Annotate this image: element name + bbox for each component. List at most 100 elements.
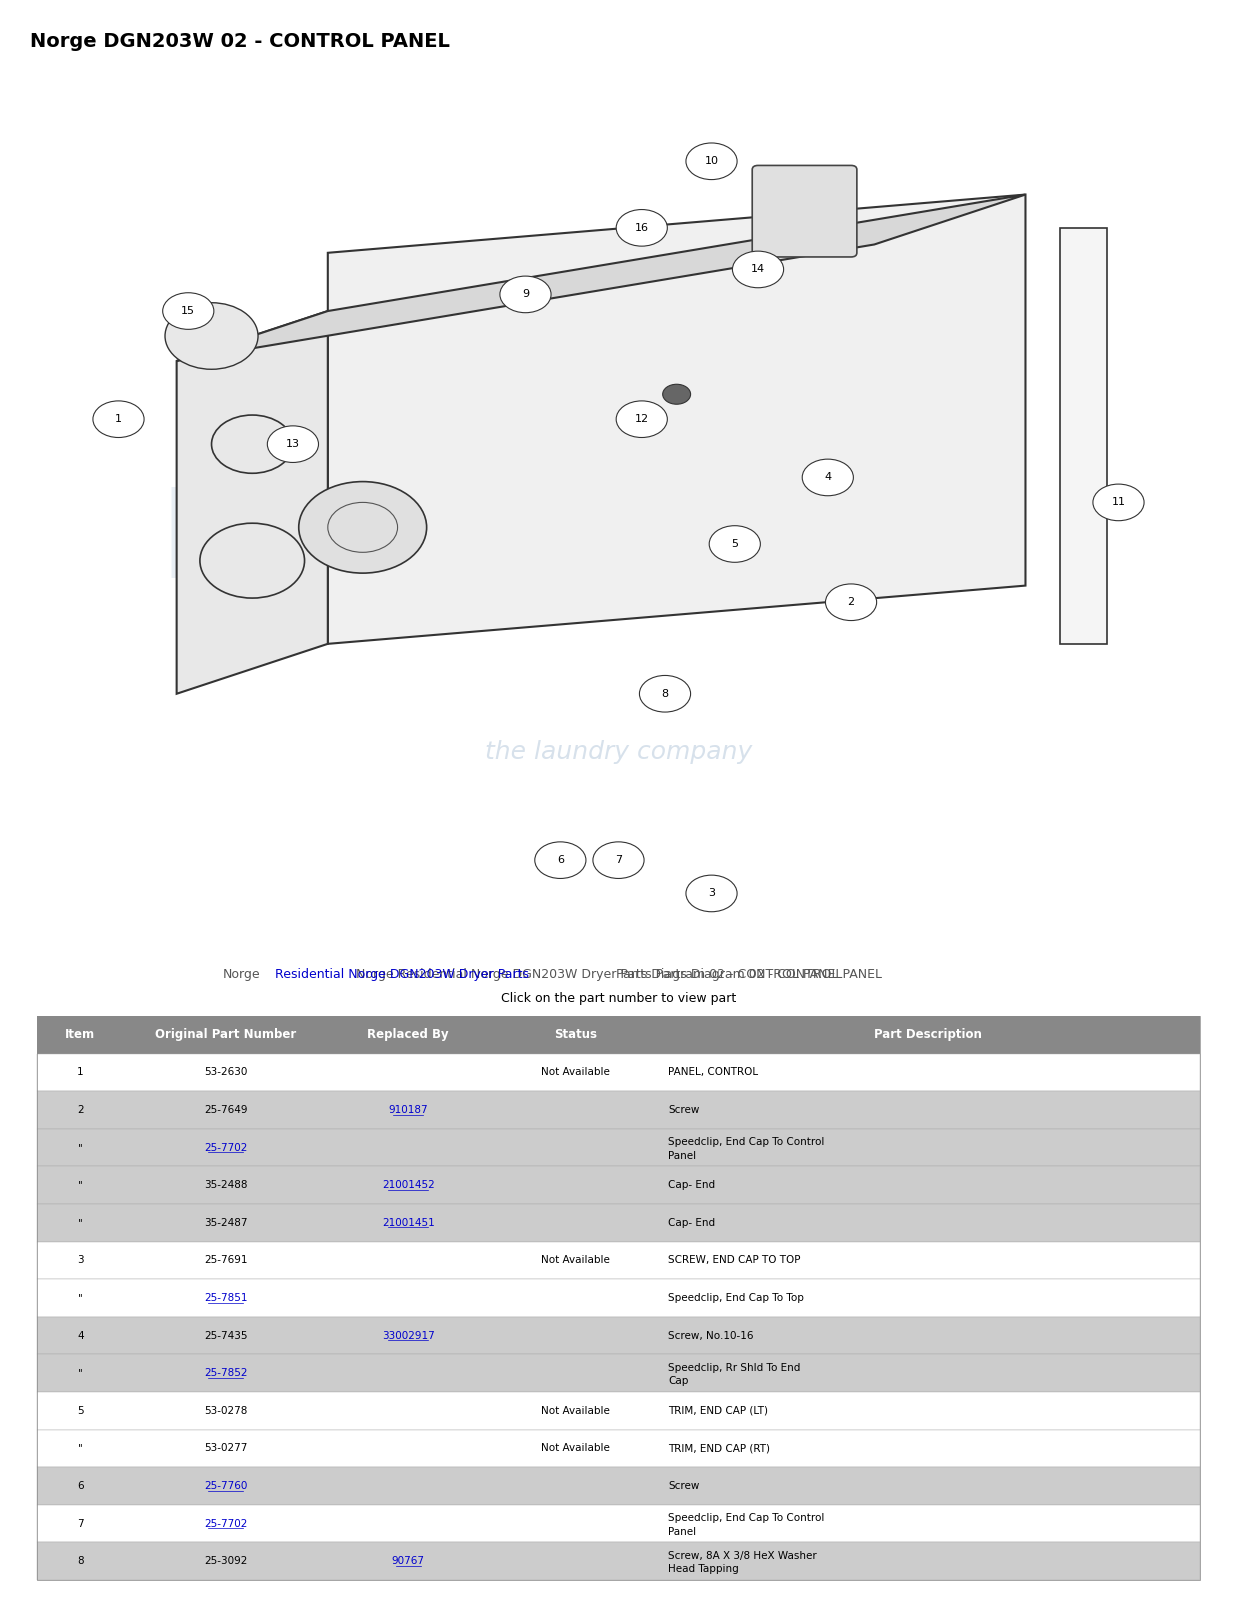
Text: TRIM, END CAP (LT): TRIM, END CAP (LT) [668,1406,768,1416]
Text: 7: 7 [77,1518,84,1528]
Text: ": " [78,1142,83,1152]
Text: 21001451: 21001451 [382,1218,434,1227]
Text: 25-7435: 25-7435 [204,1331,247,1341]
Text: Screw, 8A X 3/8 HeX Washer: Screw, 8A X 3/8 HeX Washer [668,1550,816,1560]
Text: 1: 1 [115,414,122,424]
Circle shape [593,842,644,878]
Text: Click on the part number to view part: Click on the part number to view part [501,992,736,1005]
Text: R: R [396,483,492,605]
Text: ": " [78,1368,83,1378]
Text: Not Available: Not Available [541,1443,610,1453]
Text: Parts Diagram 02 - CONTROL PANEL: Parts Diagram 02 - CONTROL PANEL [616,968,842,981]
Text: Item: Item [66,1029,95,1042]
Text: Not Available: Not Available [541,1067,610,1077]
Text: 25-3092: 25-3092 [204,1557,247,1566]
Text: Screw: Screw [668,1482,699,1491]
Text: Norge: Norge [223,968,260,981]
Text: 21001452: 21001452 [382,1181,434,1190]
Text: Original Part Number: Original Part Number [155,1029,297,1042]
Text: Residential Norge DGN203W Dryer Parts: Residential Norge DGN203W Dryer Parts [275,968,528,981]
Text: 25-7691: 25-7691 [204,1256,247,1266]
Text: 2: 2 [77,1106,84,1115]
Text: 910187: 910187 [388,1106,428,1115]
Circle shape [687,142,737,179]
Text: the laundry company: the laundry company [485,739,752,765]
Text: Speedclip, End Cap To Control: Speedclip, End Cap To Control [668,1514,824,1523]
Text: 3: 3 [708,888,715,899]
Text: 2: 2 [847,597,855,608]
Circle shape [1094,485,1144,520]
Text: 12: 12 [635,414,649,424]
Circle shape [663,384,690,405]
Text: Speedclip, Rr Shld To End: Speedclip, Rr Shld To End [668,1363,800,1373]
Text: 53-0277: 53-0277 [204,1443,247,1453]
Text: Cap: Cap [668,1376,688,1387]
Circle shape [299,482,427,573]
Text: 11: 11 [1112,498,1126,507]
Text: 4: 4 [77,1331,84,1341]
Text: Cap- End: Cap- End [668,1218,715,1227]
Circle shape [616,402,667,437]
Text: 35-2488: 35-2488 [204,1181,247,1190]
Text: 8: 8 [662,688,668,699]
Circle shape [803,459,854,496]
Text: ": " [78,1181,83,1190]
Text: Screw: Screw [668,1106,699,1115]
FancyBboxPatch shape [752,165,857,258]
Text: 53-0278: 53-0278 [204,1406,247,1416]
Text: 25-7649: 25-7649 [204,1106,247,1115]
Polygon shape [328,195,1025,643]
Circle shape [163,293,214,330]
Text: Panel: Panel [668,1150,696,1162]
Circle shape [709,526,761,562]
Text: 5: 5 [77,1406,84,1416]
Text: 33002917: 33002917 [382,1331,434,1341]
Text: Panel: Panel [668,1526,696,1538]
Text: 25-7702: 25-7702 [204,1142,247,1152]
Text: 25-7851: 25-7851 [204,1293,247,1302]
Text: 1: 1 [77,1067,84,1077]
Text: D: D [160,483,263,605]
Text: PANEL, CONTROL: PANEL, CONTROL [668,1067,758,1077]
Text: 25-7760: 25-7760 [204,1482,247,1491]
Circle shape [825,584,877,621]
Text: Status: Status [554,1029,596,1042]
Text: 35-2487: 35-2487 [204,1218,247,1227]
Text: 5: 5 [731,539,738,549]
Text: Not Available: Not Available [541,1406,610,1416]
Text: 25-7702: 25-7702 [204,1518,247,1528]
Text: Norge DGN203W 02 - CONTROL PANEL: Norge DGN203W 02 - CONTROL PANEL [30,32,450,51]
Text: 6: 6 [557,854,564,866]
Circle shape [534,842,586,878]
Text: S: S [865,483,954,605]
Circle shape [640,675,690,712]
Text: ": " [78,1443,83,1453]
Text: SCREW, END CAP TO TOP: SCREW, END CAP TO TOP [668,1256,800,1266]
Text: 90767: 90767 [392,1557,424,1566]
Circle shape [93,402,143,437]
Text: 10: 10 [705,157,719,166]
Circle shape [687,875,737,912]
Text: 16: 16 [635,222,648,234]
Text: S: S [632,483,721,605]
Text: 15: 15 [182,306,195,317]
Circle shape [616,210,667,246]
Text: Head Tapping: Head Tapping [668,1565,738,1574]
Polygon shape [177,195,1025,362]
Text: ": " [78,1218,83,1227]
Text: Cap- End: Cap- End [668,1181,715,1190]
Text: 25-7852: 25-7852 [204,1368,247,1378]
Text: 6: 6 [77,1482,84,1491]
Text: Norge Residential Norge DGN203W Dryer Parts Parts Diagram 02 - CONTROL PANEL: Norge Residential Norge DGN203W Dryer Pa… [355,968,882,981]
Text: 13: 13 [286,438,299,450]
Text: 9: 9 [522,290,529,299]
Text: 8: 8 [77,1557,84,1566]
Circle shape [732,251,783,288]
Circle shape [267,426,318,462]
Text: 14: 14 [751,264,766,275]
Text: 7: 7 [615,854,622,866]
Text: 53-2630: 53-2630 [204,1067,247,1077]
Text: Speedclip, End Cap To Control: Speedclip, End Cap To Control [668,1138,824,1147]
Text: ": " [78,1293,83,1302]
Text: Not Available: Not Available [541,1256,610,1266]
